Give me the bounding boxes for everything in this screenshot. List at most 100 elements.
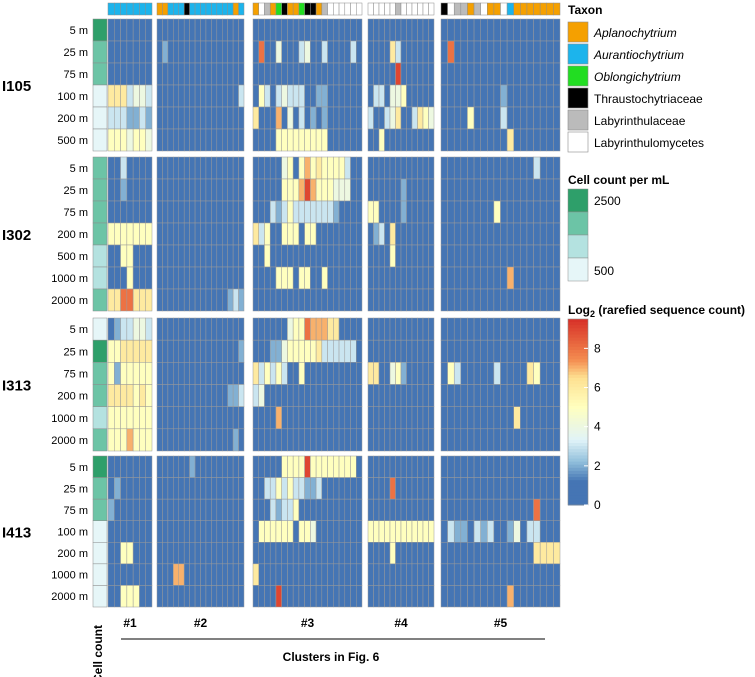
heatmap-cell (205, 156, 212, 180)
heatmap-cell (373, 384, 380, 407)
heatmap-cell (264, 244, 271, 268)
heatmap-cell (350, 62, 357, 86)
heatmap-cell (114, 317, 121, 341)
heatmap-cell (500, 288, 508, 312)
heatmap-cell (189, 200, 196, 224)
heatmap-cell (400, 40, 407, 64)
heatmap-cell (216, 455, 223, 478)
heatmap-cell (310, 84, 317, 108)
heatmap-cell (513, 178, 521, 202)
heatmap-cell (500, 339, 508, 363)
heatmap-cell (205, 62, 212, 86)
heatmap-cell (350, 288, 357, 312)
heatmap-cell (211, 84, 218, 108)
heatmap-cell (356, 428, 363, 452)
heatmap-cell (281, 428, 288, 452)
depth-label: 200 m (57, 229, 88, 241)
heatmap-cell (395, 362, 402, 385)
heatmap-cell (183, 84, 190, 108)
heatmap-cell (553, 406, 561, 430)
heatmap-cell (356, 40, 363, 64)
heatmap-cell (417, 288, 424, 312)
heatmap-cell (513, 563, 521, 586)
heatmap-cell (400, 62, 407, 86)
heatmap-cell (513, 40, 521, 64)
heatmap-cell (205, 18, 212, 42)
heatmap-cell (126, 40, 134, 64)
heatmap-cell (287, 40, 294, 64)
heatmap-cell (126, 520, 134, 543)
heatmap-cell (422, 128, 429, 152)
heatmap-cell (453, 455, 462, 478)
sequence-gradient-slice (568, 396, 588, 401)
heatmap-cell (156, 84, 163, 108)
heatmap-cell (211, 428, 218, 452)
depth-label: 5 m (70, 462, 88, 474)
taxon-bar-cell (356, 2, 363, 16)
heatmap-cell (275, 520, 282, 543)
heatmap-cell (487, 406, 495, 430)
heatmap-cell (173, 339, 179, 363)
taxon-color-bar (107, 2, 561, 16)
heatmap-cell (275, 156, 282, 180)
heatmap-cell (281, 339, 288, 363)
taxon-bar-cell (156, 2, 163, 16)
heatmap-cell (321, 200, 328, 224)
heatmap-cell (315, 62, 323, 86)
heatmap-cell (460, 178, 468, 202)
heatmap-cell (506, 520, 514, 543)
heatmap-cell (520, 498, 528, 521)
taxon-bar-cell (194, 2, 201, 16)
heatmap-cell (126, 156, 134, 180)
heatmap-cell (422, 362, 429, 385)
heatmap-cell (344, 477, 351, 500)
sequence-gradient-slice (568, 424, 588, 428)
heatmap-cell (205, 406, 212, 430)
heatmap-cell (447, 266, 455, 290)
heatmap-cell (422, 498, 429, 521)
heatmap-cell (447, 563, 455, 586)
heatmap-cell (378, 585, 385, 608)
heatmap-cell (205, 266, 212, 290)
heatmap-cell (473, 585, 481, 608)
heatmap-cell (139, 317, 146, 341)
taxon-bar-cell (338, 2, 346, 16)
heatmap-cell (453, 84, 462, 108)
heatmap-cell (480, 520, 488, 543)
heatmap-cell (238, 200, 245, 224)
heatmap-cell (211, 288, 218, 312)
heatmap-cell (178, 428, 185, 452)
heatmap-cell (428, 455, 435, 478)
heatmap-cell (539, 406, 548, 430)
cell-count-cell (92, 128, 108, 152)
heatmap-cell (167, 40, 174, 64)
sequence-gradient-slice (568, 393, 588, 397)
heatmap-cell (315, 362, 323, 385)
heatmap-cell (107, 362, 115, 385)
heatmap-cell (367, 317, 374, 341)
heatmap-cell (156, 585, 163, 608)
heatmap-cell (232, 563, 239, 586)
taxon-bar-cell (453, 2, 462, 16)
heatmap-cell (200, 585, 207, 608)
heatmap-cell (533, 428, 541, 452)
cell-count-cell (92, 477, 108, 500)
heatmap-cell (513, 266, 521, 290)
heatmap-cell (252, 362, 259, 385)
heatmap-cell (533, 288, 541, 312)
sequence-gradient-slice (568, 452, 588, 456)
heatmap-cell (232, 288, 239, 312)
heatmap-cell (281, 455, 288, 478)
heatmap-cell (167, 317, 174, 341)
sequence-legend-tick: 6 (594, 381, 601, 395)
heatmap-cell (167, 542, 174, 565)
cell-count-cell (92, 156, 108, 180)
sequence-gradient-slice (568, 390, 588, 394)
heatmap-cell (194, 128, 201, 152)
heatmap-cell (533, 40, 541, 64)
taxon-bar-cell (183, 2, 190, 16)
heatmap-cell (526, 384, 534, 407)
cluster-label: #4 (394, 616, 408, 630)
heatmap-cell (356, 18, 363, 42)
heatmap-cell (315, 339, 323, 363)
